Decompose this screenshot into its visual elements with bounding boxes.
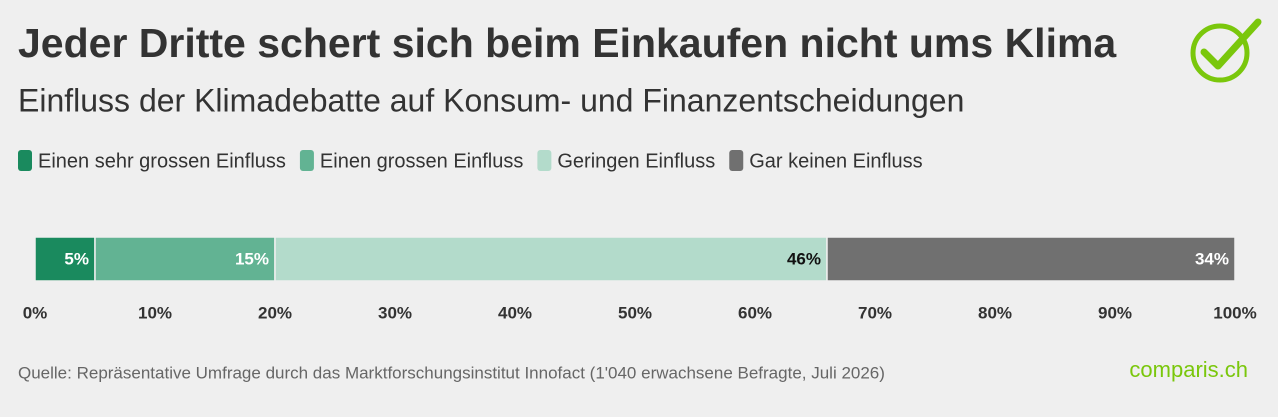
chart-subtitle: Einfluss der Klimadebatte auf Konsum- un… xyxy=(18,82,964,118)
x-tick-label: 30% xyxy=(378,303,412,322)
x-tick-label: 90% xyxy=(1098,303,1132,322)
x-tick-label: 50% xyxy=(618,303,652,322)
bar-segment xyxy=(274,236,828,282)
legend-label: Einen sehr grossen Einfluss xyxy=(38,150,286,172)
source-note: Quelle: Repräsentative Umfrage durch das… xyxy=(18,363,885,382)
value-label: 15% xyxy=(235,249,269,268)
value-label: 46% xyxy=(787,249,821,268)
legend-swatch xyxy=(537,150,552,171)
x-tick-label: 70% xyxy=(858,303,892,322)
brand-logo: comparis.ch xyxy=(1129,357,1248,382)
bar-segment xyxy=(94,236,276,282)
x-tick-label: 10% xyxy=(138,303,172,322)
bar-segment xyxy=(34,236,96,282)
x-tick-label: 40% xyxy=(498,303,532,322)
legend-swatch xyxy=(18,150,32,171)
x-tick-label: 20% xyxy=(258,303,292,322)
chart-title: Jeder Dritte schert sich beim Einkaufen … xyxy=(18,20,1117,66)
legend-label: Gar keinen Einfluss xyxy=(749,150,922,172)
legend-swatch xyxy=(299,150,314,171)
bar-segment xyxy=(826,236,1236,282)
value-label: 34% xyxy=(1195,249,1229,268)
legend-label: Einen grossen Einfluss xyxy=(320,150,523,172)
x-tick-label: 80% xyxy=(978,303,1012,322)
legend-label: Geringen Einfluss xyxy=(557,150,715,172)
check-icon xyxy=(1190,18,1262,83)
value-label: 5% xyxy=(64,249,89,268)
legend-swatch xyxy=(729,150,744,171)
x-tick-label: 0% xyxy=(23,303,48,322)
x-tick-label: 60% xyxy=(738,303,772,322)
x-tick-label: 100% xyxy=(1213,303,1256,322)
